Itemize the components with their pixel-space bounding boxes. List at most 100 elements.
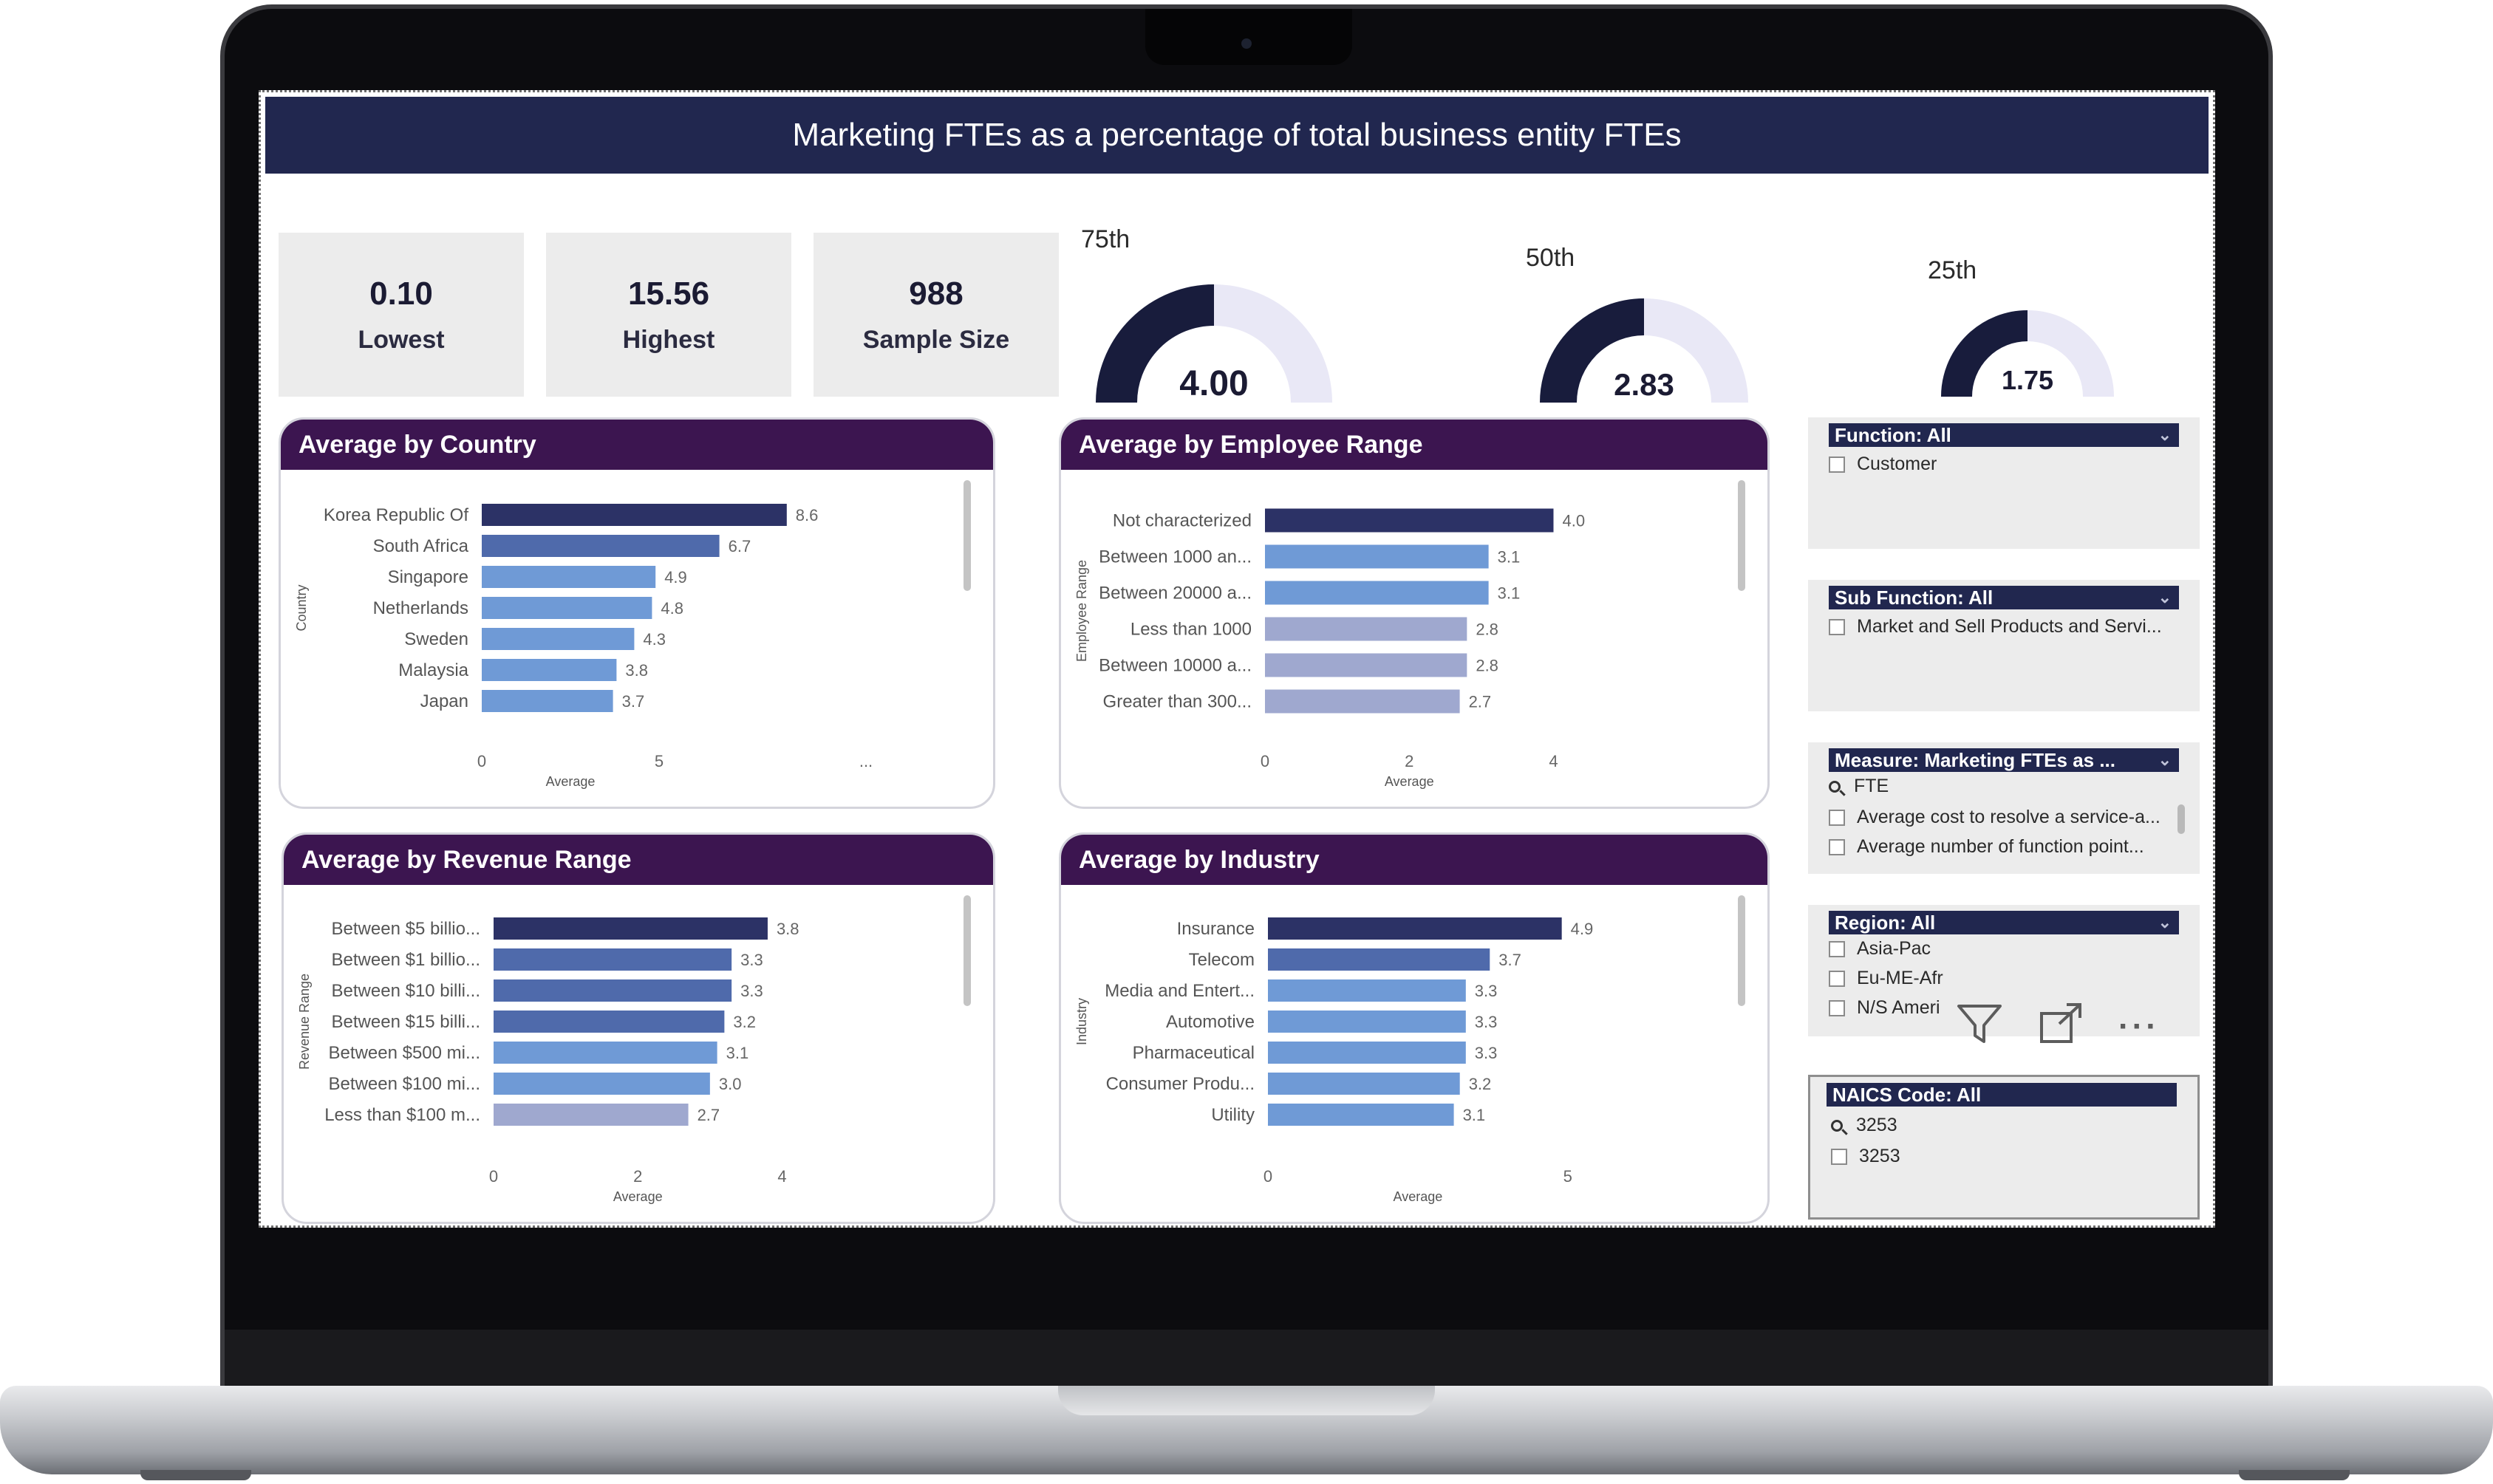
gauge-value: 2.83 bbox=[1614, 367, 1674, 402]
slicer-header[interactable]: Measure: Marketing FTEs as ... ⌄ bbox=[1829, 748, 2179, 772]
slicer-scrollbar[interactable] bbox=[2177, 804, 2185, 834]
camera-notch bbox=[1145, 9, 1352, 65]
checkbox[interactable] bbox=[1829, 839, 1845, 856]
slicer-region[interactable]: Region: All ⌄ Asia-Pac Eu-ME-Afr N/S Ame… bbox=[1808, 905, 2200, 1036]
tick-label: 5 bbox=[655, 752, 664, 770]
y-axis-title: Country bbox=[294, 584, 309, 631]
bar bbox=[494, 1011, 725, 1033]
category-label: Pharmaceutical bbox=[1133, 1043, 1255, 1063]
slicer-measure[interactable]: Measure: Marketing FTEs as ... ⌄ FTE Ave… bbox=[1808, 742, 2200, 874]
more-options-icon[interactable]: ··· bbox=[2118, 1008, 2160, 1044]
slicer-sub-function[interactable]: Sub Function: All ⌄ Market and Sell Prod… bbox=[1808, 580, 2200, 711]
laptop-foot-right bbox=[2239, 1470, 2350, 1480]
bar bbox=[1265, 617, 1467, 641]
slicer-search-value[interactable]: FTE bbox=[1854, 776, 1889, 796]
x-axis-title: Average bbox=[546, 774, 596, 789]
data-label: 6.7 bbox=[729, 537, 751, 555]
bar bbox=[482, 535, 720, 557]
slicer-option[interactable]: Asia-Pac bbox=[1829, 936, 1931, 961]
category-label: Between $15 billi... bbox=[332, 1012, 480, 1032]
gauge-25th[interactable]: 25th 1.75 bbox=[1928, 256, 2127, 411]
chevron-down-icon[interactable]: ⌄ bbox=[2158, 588, 2172, 606]
gauge-label: 25th bbox=[1928, 256, 1977, 284]
category-label: Netherlands bbox=[373, 598, 468, 618]
slicer-option[interactable]: Customer bbox=[1829, 451, 1937, 476]
chart-card-revenue-range[interactable]: Average by Revenue Range Revenue Range Be… bbox=[282, 832, 995, 1224]
slicer-option[interactable]: Average number of function point... bbox=[1829, 834, 2144, 859]
slicer-search[interactable]: 3253 bbox=[1831, 1112, 1897, 1138]
data-label: 3.1 bbox=[1498, 584, 1521, 603]
bar bbox=[1265, 653, 1467, 677]
category-label: Singapore bbox=[388, 567, 468, 587]
data-label: 3.3 bbox=[1475, 1013, 1498, 1031]
tick-label: 2 bbox=[633, 1167, 642, 1186]
slicer-function[interactable]: Function: All ⌄ Customer bbox=[1808, 417, 2200, 549]
gauge-75th[interactable]: 75th 4.00 bbox=[1081, 225, 1347, 410]
chevron-down-icon[interactable]: ⌄ bbox=[2158, 913, 2172, 931]
slicer-header[interactable]: Region: All ⌄ bbox=[1829, 911, 2179, 934]
checkbox[interactable] bbox=[1829, 1000, 1845, 1017]
chart-title: Average by Industry bbox=[1061, 835, 1767, 885]
chart-card-employee-range[interactable]: Average by Employee Range Employee Range… bbox=[1059, 417, 1770, 809]
slicer-header[interactable]: Function: All ⌄ bbox=[1829, 423, 2179, 447]
chart-scrollbar bbox=[1738, 480, 1745, 591]
slicer-option[interactable]: Market and Sell Products and Servi... bbox=[1829, 614, 2162, 639]
slicer-header[interactable]: NAICS Code: All bbox=[1827, 1083, 2177, 1107]
kpi-card-lowest[interactable]: 0.10 Lowest bbox=[279, 233, 524, 397]
checkbox[interactable] bbox=[1829, 941, 1845, 958]
slicer-naics[interactable]: NAICS Code: All 3253 3253 bbox=[1808, 1075, 2200, 1220]
data-label: 3.2 bbox=[1469, 1075, 1492, 1093]
gauge-50th[interactable]: 50th 2.83 bbox=[1526, 244, 1762, 414]
chart-title: Average by Revenue Range bbox=[284, 835, 993, 885]
slicer-option[interactable]: N/S Ameri bbox=[1829, 995, 1940, 1020]
tick-label: 4 bbox=[1549, 752, 1558, 770]
checkbox[interactable] bbox=[1829, 619, 1845, 636]
laptop-opening-notch bbox=[1058, 1386, 1435, 1415]
kpi-card-highest[interactable]: 15.56 Highest bbox=[546, 233, 791, 397]
checkbox[interactable] bbox=[1831, 1149, 1847, 1166]
data-label: 2.7 bbox=[1469, 693, 1492, 711]
x-axis-title: Average bbox=[1394, 1189, 1443, 1204]
slicer-option-label: Market and Sell Products and Servi... bbox=[1857, 616, 2162, 637]
slicer-option[interactable]: Eu-ME-Afr bbox=[1829, 965, 1943, 991]
data-label: 2.7 bbox=[698, 1106, 720, 1124]
kpi-card-sample-size[interactable]: 988 Sample Size bbox=[814, 233, 1059, 397]
slicer-option[interactable]: Average cost to resolve a service-a... bbox=[1829, 804, 2161, 830]
slicer-search[interactable]: FTE bbox=[1829, 773, 1889, 799]
chart-card-industry[interactable]: Average by Industry Industry Insurance 4.9… bbox=[1059, 832, 1770, 1224]
category-label: Less than 1000 bbox=[1130, 620, 1252, 640]
checkbox[interactable] bbox=[1829, 971, 1845, 988]
slicer-search-value[interactable]: 3253 bbox=[1856, 1115, 1897, 1135]
focus-mode-icon[interactable] bbox=[2037, 1002, 2084, 1052]
category-label: Korea Republic Of bbox=[324, 505, 468, 525]
filter-icon[interactable] bbox=[1956, 1002, 2003, 1052]
checkbox[interactable] bbox=[1829, 810, 1845, 827]
category-label: Not characterized bbox=[1113, 511, 1252, 531]
x-axis-title: Average bbox=[1385, 774, 1434, 789]
category-label: Automotive bbox=[1166, 1012, 1255, 1032]
checkbox[interactable] bbox=[1829, 457, 1845, 473]
tick-label: 0 bbox=[489, 1167, 498, 1186]
bar bbox=[494, 917, 768, 940]
bar bbox=[494, 948, 732, 971]
chart-card-country[interactable]: Average by Country Country Korea Republic… bbox=[279, 417, 995, 809]
chevron-down-icon[interactable]: ⌄ bbox=[2158, 425, 2172, 444]
slicer-option[interactable]: 3253 bbox=[1831, 1143, 1900, 1169]
chevron-down-icon[interactable]: ⌄ bbox=[2158, 750, 2172, 769]
data-label: 4.9 bbox=[664, 568, 687, 587]
slicer-header[interactable]: Sub Function: All ⌄ bbox=[1829, 586, 2179, 609]
camera-icon bbox=[1241, 38, 1252, 49]
slicer-option-label: 3253 bbox=[1859, 1146, 1900, 1166]
page-title: Marketing FTEs as a percentage of total … bbox=[265, 97, 2209, 174]
data-label: 2.8 bbox=[1476, 657, 1498, 675]
data-label: 4.3 bbox=[643, 630, 666, 649]
category-label: Between $500 mi... bbox=[329, 1043, 480, 1063]
data-label: 3.7 bbox=[622, 692, 645, 711]
data-label: 3.3 bbox=[740, 951, 763, 969]
bar bbox=[1268, 1042, 1466, 1064]
bar bbox=[494, 1104, 689, 1126]
category-label: Between 10000 a... bbox=[1099, 656, 1252, 676]
data-label: 3.0 bbox=[719, 1075, 742, 1093]
tick-label: 2 bbox=[1405, 752, 1413, 770]
slicer-option-label: Eu-ME-Afr bbox=[1857, 968, 1943, 988]
